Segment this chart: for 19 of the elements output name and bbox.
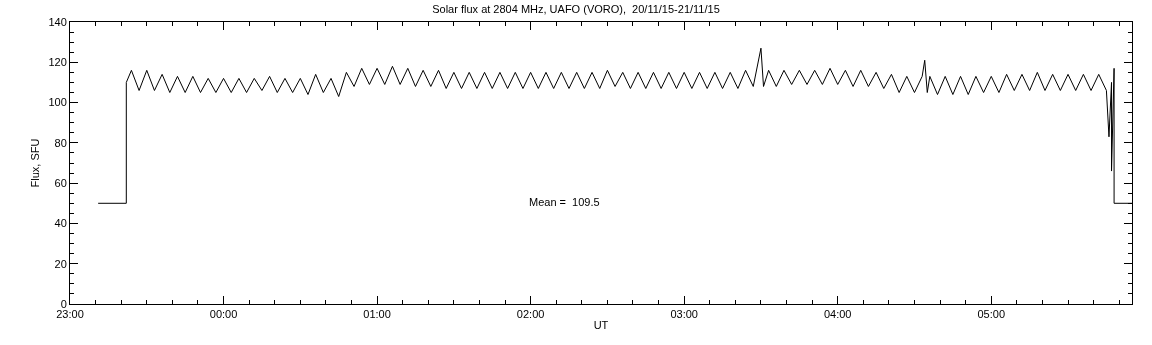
y-tick-label: 20 bbox=[54, 257, 67, 270]
y-tick-label: 0 bbox=[60, 297, 67, 310]
x-tick-label: 05:00 bbox=[977, 308, 1006, 321]
y-tick-label: 140 bbox=[48, 15, 67, 28]
annotation: Mean = 109.5 bbox=[529, 196, 600, 208]
y-tick-label: 40 bbox=[54, 217, 67, 230]
y-tick-label: 80 bbox=[54, 136, 67, 149]
x-tick-label: 00:00 bbox=[209, 308, 238, 321]
x-tick-label: 01:00 bbox=[363, 308, 391, 321]
y-tick-label: 100 bbox=[48, 96, 67, 109]
x-tick-label: 03:00 bbox=[670, 308, 698, 321]
y-tick-label: 120 bbox=[48, 56, 67, 69]
chart-title: Solar flux at 2804 MHz, UAFO (VORO), 20/11/15-21/11/15 bbox=[432, 2, 720, 15]
x-tick-label: 02:00 bbox=[516, 308, 545, 321]
y-tick-label: 60 bbox=[54, 176, 67, 189]
x-axis-title: UT bbox=[593, 319, 609, 332]
y-axis-title: Flux, SFU bbox=[29, 138, 42, 188]
x-tick-label: 04:00 bbox=[823, 308, 852, 321]
x-tick-label: 23:00 bbox=[56, 308, 84, 321]
